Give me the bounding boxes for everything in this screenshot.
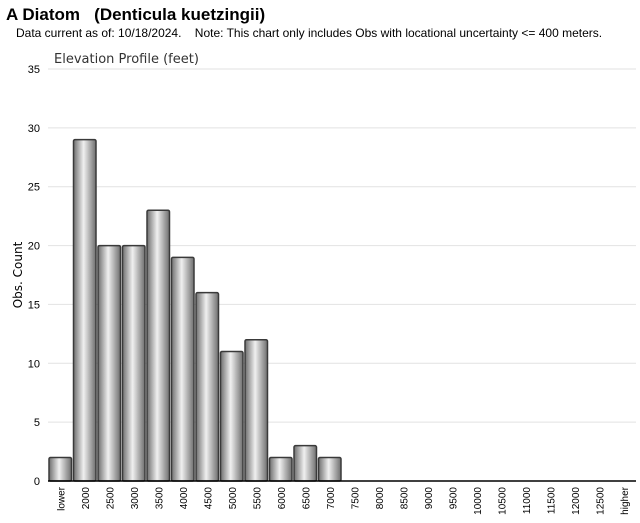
x-tick-label: 2500	[105, 487, 116, 510]
x-tick-label: 11000	[522, 487, 533, 515]
y-tick-label: 15	[28, 299, 40, 311]
x-tick-label: 2000	[81, 487, 92, 510]
x-tick-label: 7500	[350, 487, 361, 510]
x-tick-label: 3500	[154, 487, 165, 510]
bar-4500	[195, 291, 220, 482]
x-tick-label: 6500	[301, 487, 312, 510]
x-tick-label: 10500	[497, 487, 508, 515]
y-tick-label: 0	[34, 476, 40, 488]
bar-5500	[244, 338, 269, 482]
chart-title: Elevation Profile (feet)	[54, 52, 199, 67]
y-tick-label: 30	[28, 123, 40, 135]
x-tick-label: higher	[620, 486, 631, 514]
x-tick-label: 12500	[595, 487, 606, 515]
bar-7000	[317, 456, 342, 482]
x-tick-label: 5500	[252, 487, 263, 510]
y-tick-label: 35	[28, 64, 40, 76]
bar-lower	[48, 456, 73, 482]
bar-4000	[170, 256, 195, 482]
x-tick-label: 11500	[546, 487, 557, 515]
y-tick-label: 20	[28, 241, 40, 253]
x-tick-label: 4000	[179, 487, 190, 510]
x-tick-label: 10000	[473, 487, 484, 515]
x-tick-label: 9500	[448, 487, 459, 510]
x-tick-label: 6000	[277, 487, 288, 510]
gridlines	[48, 68, 636, 423]
bar-5000	[219, 350, 244, 482]
bar-3000	[121, 244, 146, 482]
x-tick-label: lower	[56, 486, 67, 511]
bar-2500	[97, 244, 122, 482]
x-tick-label: 4500	[203, 487, 214, 510]
bar-6500	[293, 444, 318, 482]
bars	[48, 138, 342, 482]
bar-3500	[146, 209, 171, 482]
bar-2000	[72, 138, 97, 482]
x-tick-label: 8000	[375, 487, 386, 510]
x-tick-label: 9000	[424, 487, 435, 510]
y-tick-label: 10	[28, 358, 40, 370]
y-axis-label: Obs. Count	[11, 241, 25, 308]
y-tick-label: 5	[34, 417, 40, 429]
data-currency-note: Data current as of: 10/18/2024. Note: Th…	[16, 26, 603, 40]
x-tick-label: 12000	[571, 487, 582, 515]
x-tick-label: 7000	[326, 487, 337, 510]
x-tick-label: 3000	[130, 487, 141, 510]
y-tick-label: 25	[28, 182, 40, 194]
x-tick-label: 8500	[399, 487, 410, 510]
y-tick-labels: 0 5 10 15 20 25 30 35	[28, 64, 40, 488]
x-tick-labels: lower 2000 2500 3000 3500 4000 4500 5000 5500 600…	[56, 486, 631, 514]
x-tick-label: 5000	[228, 487, 239, 510]
chart-header-title: A Diatom (Denticula kuetzingii)	[6, 5, 266, 24]
bar-6000	[268, 456, 293, 482]
